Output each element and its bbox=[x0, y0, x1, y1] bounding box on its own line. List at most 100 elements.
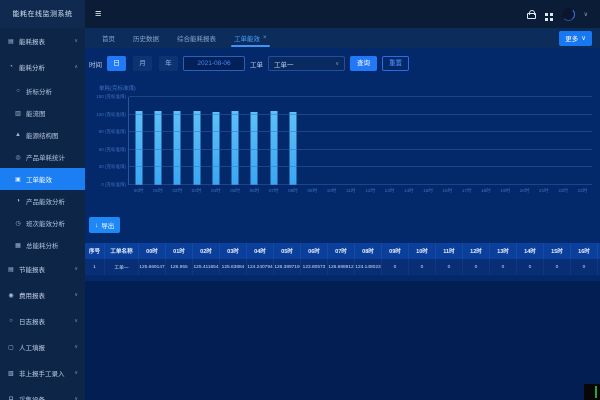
sidebar-item-chanpin-danhao[interactable]: ◎ 产品单耗统计 bbox=[0, 146, 85, 168]
apps-grid-icon[interactable] bbox=[544, 12, 548, 16]
lock-icon[interactable] bbox=[526, 10, 536, 19]
chevron-up-icon: ∧ bbox=[74, 64, 78, 70]
tab-label: 工单能效 bbox=[234, 36, 260, 43]
chevron-down-icon: ∨ bbox=[74, 344, 78, 350]
sidebar-item-zhebiao-fenxi[interactable]: ○ 折标分析 bbox=[0, 80, 85, 102]
chart-y-axis-title: 单耗(克标准煤) bbox=[99, 86, 136, 92]
period-button-月[interactable]: 月 bbox=[133, 56, 152, 71]
user-avatar[interactable] bbox=[561, 7, 575, 21]
table-header-cell: 02时 bbox=[193, 243, 220, 259]
table-header-cell: 00时 bbox=[139, 243, 166, 259]
sidebar-item-rizhi-baobiao[interactable]: ○ 日志报表 ∨ bbox=[0, 308, 85, 334]
chart-bars: 00时 01时 02时 03时 04时 05时 06时 07时 08时 09时 10时 11时 12时 1… bbox=[129, 97, 592, 193]
table-cell: 0 bbox=[463, 259, 490, 275]
green-indicator bbox=[595, 386, 597, 398]
sidebar-item-rengong-tianbao[interactable]: ▢ 人工填报 ∨ bbox=[0, 334, 85, 360]
sidebar-item-chanpin-nengxiao[interactable]: ◑ 产品能效分析 bbox=[0, 190, 85, 212]
sidebar-item-feishangbao-luru[interactable]: ▧ 非上报手工录入 ∨ bbox=[0, 360, 85, 386]
tab-bar: 首页 历史数据 综合能耗报表 工单能效 × 更多 ∨ bbox=[85, 28, 600, 48]
more-button[interactable]: 更多 ∨ bbox=[559, 30, 592, 46]
bar-07时[interactable] bbox=[270, 110, 278, 185]
y-axis-tick-label: 0 (克标准煤) bbox=[101, 182, 126, 187]
workorder-select[interactable]: 工单一 ∨ bbox=[268, 56, 345, 71]
sidebar-item-nengliu-tu[interactable]: ▥ 能流图 bbox=[0, 102, 85, 124]
table-header-cell: 03时 bbox=[220, 243, 247, 259]
table-header-cell: 15时 bbox=[544, 243, 571, 259]
tab-综合能耗报表[interactable]: 综合能耗报表 bbox=[168, 28, 225, 48]
bar-04时[interactable] bbox=[212, 112, 220, 185]
table-header-cell: 07时 bbox=[328, 243, 355, 259]
sidebar-item-label: 采集设备 bbox=[19, 394, 45, 400]
chart-slot: 02时 bbox=[168, 97, 187, 193]
period-segmented-control: 日月年 bbox=[107, 56, 178, 71]
table-cell: 126.688912 bbox=[328, 259, 355, 275]
tab-历史数据[interactable]: 历史数据 bbox=[124, 28, 168, 48]
x-axis-tick-label: 22时 bbox=[558, 188, 569, 193]
chart-slot: 03时 bbox=[187, 97, 206, 193]
sidebar-item-label: 能源结构图 bbox=[26, 133, 59, 140]
download-icon: ↓ bbox=[95, 221, 99, 229]
table-row[interactable]: 1 工单一 125.669147 126.955 125.411654 125.63884… bbox=[85, 259, 600, 276]
gridline bbox=[129, 131, 592, 133]
reset-button[interactable]: 重置 bbox=[382, 56, 409, 71]
tab-工单能效[interactable]: 工单能效 × bbox=[225, 28, 276, 48]
chart-slot: 19时 bbox=[496, 97, 515, 193]
sidebar-item-label: 非上报手工录入 bbox=[19, 371, 65, 378]
app-title: 能耗在线监测系统 bbox=[0, 0, 85, 28]
bar-06时[interactable] bbox=[250, 112, 258, 185]
x-axis-tick-label: 08时 bbox=[288, 188, 298, 193]
sidebar-item-caiji-shebei[interactable]: ◘ 采集设备 ∨ bbox=[0, 386, 85, 400]
bar-05时[interactable] bbox=[231, 110, 239, 185]
bar-02时[interactable] bbox=[173, 111, 181, 185]
chevron-down-icon[interactable]: ∨ bbox=[583, 11, 588, 18]
hamburger-menu-icon[interactable]: ≡ bbox=[95, 7, 102, 20]
workorder-select-value: 工单一 bbox=[274, 61, 294, 69]
table-cell: 126.389719 bbox=[274, 259, 301, 275]
query-button[interactable]: 查询 bbox=[350, 56, 377, 71]
sidebar-item-feiyong-baobiao[interactable]: ◉ 费用报表 ∨ bbox=[0, 282, 85, 308]
date-picker[interactable]: 2021-08-06 bbox=[183, 56, 245, 71]
table-header-cell: 01时 bbox=[166, 243, 193, 259]
empty-panel bbox=[85, 281, 600, 400]
x-axis-tick-label: 10时 bbox=[326, 188, 337, 193]
table-header-cell: 08时 bbox=[355, 243, 382, 259]
x-axis-tick-label: 19时 bbox=[500, 188, 511, 193]
tab-label: 综合能耗报表 bbox=[177, 36, 216, 43]
filter-bar: 时间 日月年 2021-08-06 工单 工单一 ∨ 查询 重置 bbox=[89, 56, 409, 71]
bar-00时[interactable] bbox=[135, 111, 143, 185]
sidebar-item-label: 能流图 bbox=[26, 111, 46, 118]
period-button-日[interactable]: 日 bbox=[107, 56, 126, 71]
bar-03时[interactable] bbox=[193, 111, 201, 185]
table-header-cell: 序号 bbox=[85, 243, 105, 259]
x-axis-tick-label: 14时 bbox=[403, 188, 414, 193]
table-cell: 125.411654 bbox=[193, 259, 220, 275]
device-icon: ◘ bbox=[9, 396, 13, 400]
sidebar-item-nenghao-baobiao[interactable]: ▤ 能耗报表 ∨ bbox=[0, 28, 85, 54]
sidebar-item-label: 产品单耗统计 bbox=[26, 155, 65, 162]
table-header-cell: 12时 bbox=[463, 243, 490, 259]
chart-icon: ▲ bbox=[15, 132, 21, 138]
sidebar-item-label: 折标分析 bbox=[26, 89, 52, 96]
x-axis-tick-label: 03时 bbox=[191, 188, 202, 193]
sidebar-item-label: 工单能效 bbox=[26, 177, 52, 184]
sidebar-item-nengyuan-jiegou[interactable]: ▲ 能源结构图 bbox=[0, 124, 85, 146]
table-body: 1 工单一 125.669147 126.955 125.411654 125.63884… bbox=[85, 259, 600, 276]
table-cell: 125.669147 bbox=[139, 259, 166, 275]
sidebar-item-nenghao-fenxi[interactable]: ◔ 能耗分析 ∧ bbox=[0, 54, 85, 80]
period-button-年[interactable]: 年 bbox=[159, 56, 178, 71]
close-icon[interactable]: × bbox=[263, 35, 267, 41]
y-axis-tick-label: 90 (克标准煤) bbox=[98, 129, 126, 135]
sidebar-item-jieneng-baobiao[interactable]: ▤ 节能报表 ∨ bbox=[0, 256, 85, 282]
sidebar-item-gongdan-nengxiao[interactable]: ▣ 工单能效 bbox=[0, 168, 85, 190]
x-axis-tick-label: 09时 bbox=[307, 188, 318, 193]
x-axis-tick-label: 13时 bbox=[384, 188, 395, 193]
table-header-cell: 13时 bbox=[490, 243, 517, 259]
bar-08时[interactable] bbox=[289, 112, 297, 185]
x-axis-tick-label: 06时 bbox=[249, 188, 260, 193]
bar-01时[interactable] bbox=[154, 110, 162, 185]
table-cell: 工单一 bbox=[105, 259, 139, 275]
tab-首页[interactable]: 首页 bbox=[93, 28, 124, 48]
sidebar-item-zong-nenghao[interactable]: ▦ 总能耗分析 bbox=[0, 234, 85, 256]
sidebar-item-banci-nengxiao[interactable]: ◷ 班次能效分析 bbox=[0, 212, 85, 234]
export-button[interactable]: ↓ 导出 bbox=[89, 217, 121, 233]
